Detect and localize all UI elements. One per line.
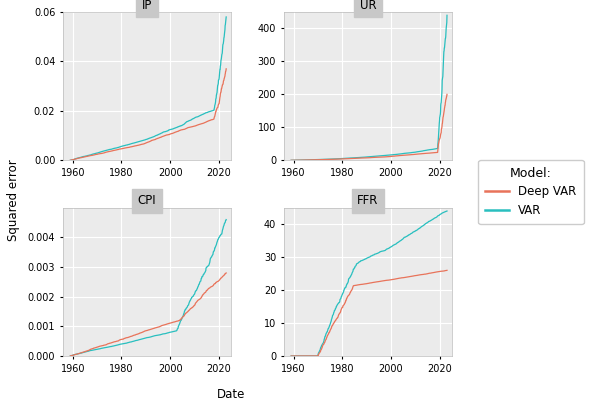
Legend: Deep VAR, VAR: Deep VAR, VAR — [478, 160, 584, 224]
Title: FFR: FFR — [357, 194, 379, 207]
Text: Squared error: Squared error — [7, 159, 20, 241]
Text: Date: Date — [217, 388, 245, 400]
Title: CPI: CPI — [138, 194, 157, 207]
Title: UR: UR — [359, 0, 376, 12]
Title: IP: IP — [142, 0, 152, 12]
